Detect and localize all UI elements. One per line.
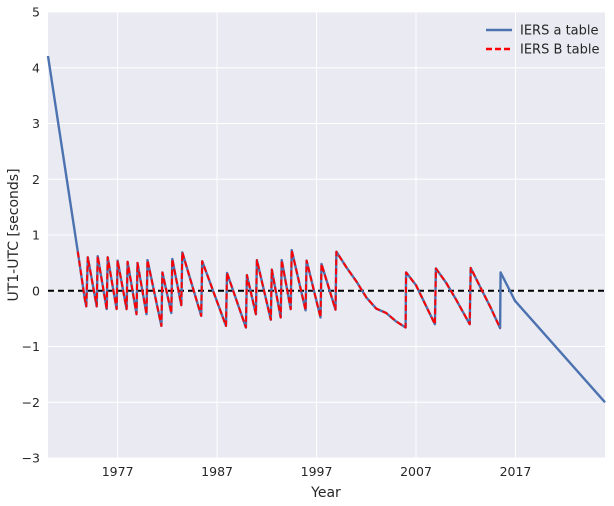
y-tick-label: 1 xyxy=(32,228,40,243)
y-tick-label: −1 xyxy=(22,339,40,354)
y-tick-label: 0 xyxy=(32,283,40,298)
y-axis-label: UT1-UTC [seconds] xyxy=(6,168,22,301)
y-tick-label: 5 xyxy=(32,5,40,20)
tick-labels: −3 −2 −1 0 1 2 3 4 5 1977 1987 1997 2007 2017 xyxy=(22,5,532,480)
y-tick-label: 4 xyxy=(32,60,40,75)
y-tick-label: −3 xyxy=(22,451,40,466)
series-line-iers-b xyxy=(76,249,502,329)
x-tick-label: 2017 xyxy=(500,464,532,479)
legend: IERS a table IERS B table xyxy=(486,24,599,58)
grid-lines xyxy=(48,11,605,459)
x-tick-label: 1997 xyxy=(301,464,333,479)
y-tick-label: 3 xyxy=(32,116,40,131)
y-tick-label: 2 xyxy=(32,172,40,187)
x-tick-label: 2007 xyxy=(400,464,432,479)
legend-label: IERS B table xyxy=(520,43,599,58)
x-tick-label: 1977 xyxy=(102,464,134,479)
x-tick-label: 1987 xyxy=(201,464,233,479)
x-axis-label: Year xyxy=(310,485,341,501)
legend-label: IERS a table xyxy=(520,24,599,39)
y-tick-label: −2 xyxy=(22,395,40,410)
series-layer xyxy=(46,55,606,404)
